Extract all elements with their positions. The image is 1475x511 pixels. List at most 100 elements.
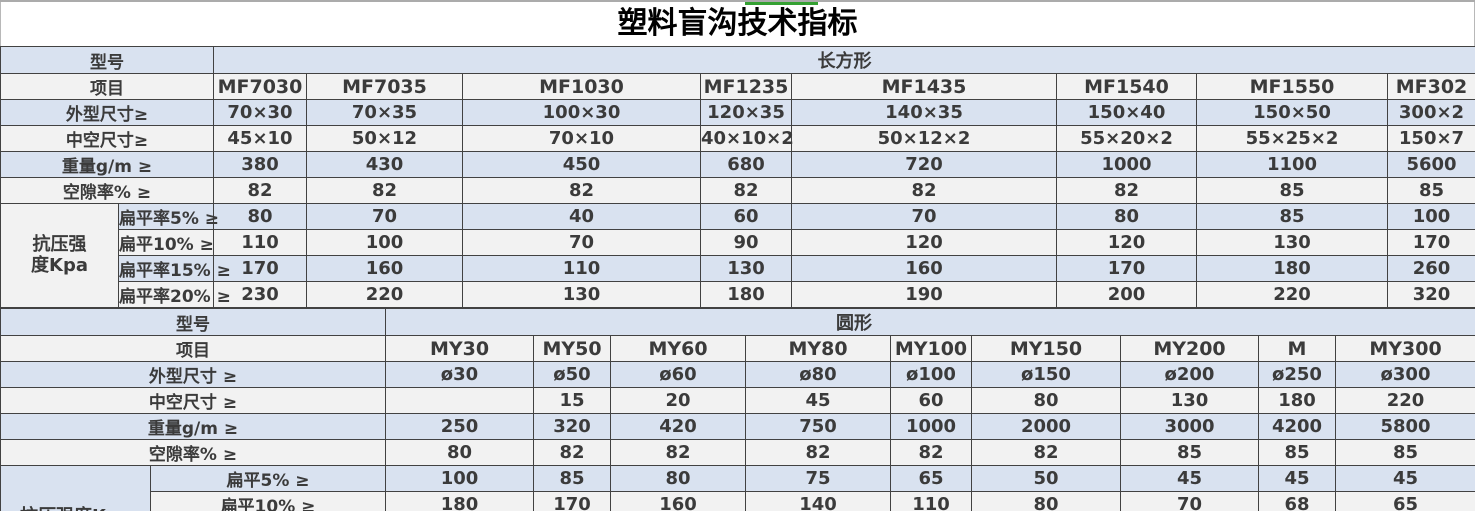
value-cell: 85	[1120, 439, 1259, 466]
table-row: 空隙率% ≥80 82 82 82 82 82 85 85 85	[0, 439, 1475, 466]
value-cell: 40	[462, 203, 701, 230]
value-cell: 82	[745, 439, 891, 466]
value-cell: 130	[700, 255, 792, 282]
value-cell: 45	[745, 387, 891, 414]
value-cell: 150×50	[1196, 99, 1388, 126]
value-cell: 82	[1056, 177, 1197, 204]
value-cell: 320	[1387, 281, 1475, 308]
value-cell: 140	[745, 491, 891, 511]
value-cell: 110	[213, 229, 307, 256]
selection-green-mark	[745, 2, 818, 5]
round-col-header: MY100	[890, 335, 972, 362]
row-label: 空隙率% ≥	[0, 439, 386, 466]
value-cell: 82	[700, 177, 792, 204]
value-cell: 82	[462, 177, 701, 204]
value-cell: 50×12	[306, 125, 463, 152]
value-cell: 82	[213, 177, 307, 204]
flatten-rate-label: 扁平率20% ≥	[118, 281, 231, 308]
value-cell: 85	[1258, 439, 1336, 466]
table-row: 扁平率20% ≥230 220 130 180 190 200 220 320	[1, 281, 1475, 308]
rect-col-header: MF1235	[700, 73, 792, 100]
round-shape-label: 圆形	[384, 308, 1475, 336]
value-cell: 90	[700, 229, 792, 256]
value-cell: 420	[610, 413, 746, 440]
table-row: 抗压强 度Kpa 扁平率5% ≥80 70 40 60 70 80 85 100	[0, 203, 1475, 308]
value-cell: 82	[971, 439, 1121, 466]
round-model-row: 型号 圆形	[0, 308, 1475, 336]
value-cell: 80	[971, 387, 1121, 414]
round-model-label: 型号	[0, 308, 386, 336]
value-cell: 180	[1258, 387, 1336, 414]
value-cell: 80	[213, 203, 307, 230]
value-cell: 70	[306, 203, 463, 230]
rect-strength-label: 抗压强 度Kpa	[0, 203, 119, 308]
value-cell: 82	[791, 177, 1057, 204]
rect-shape-label: 长方形	[213, 46, 1475, 74]
row-label: 重量g/m ≥	[0, 413, 386, 440]
value-cell: 170	[533, 491, 611, 511]
value-cell: 170	[1056, 255, 1197, 282]
table-row: 外型尺寸≥ 70×30 70×35 100×30 120×35 140×35 150×40 1…	[0, 99, 1475, 126]
value-cell: 65	[1334, 491, 1475, 511]
value-cell: 120×35	[700, 99, 792, 126]
value-cell: 45	[1334, 465, 1475, 492]
value-cell	[385, 387, 534, 414]
rect-col-header: MF7035	[306, 73, 463, 100]
value-cell: 220	[306, 281, 463, 308]
rect-section-table: 型号 长方形 项目 MF7030 MF7035 MF1030 MF1235 MF…	[0, 46, 1475, 308]
value-cell: 60	[890, 387, 972, 414]
value-cell: 80	[1056, 203, 1197, 230]
table-row: 扁平10% ≥110 100 70 90 120 120 130 170	[1, 229, 1475, 256]
value-cell: 70×10	[462, 125, 701, 152]
table-row: 外型尺寸 ≥ ø30 ø50 ø60 ø80 ø100 ø150 ø200 ø250 ø300	[0, 361, 1475, 388]
value-cell: 80	[971, 491, 1121, 511]
value-cell: 160	[610, 491, 746, 511]
value-cell: 160	[306, 255, 463, 282]
table-row: 中空尺寸 ≥ 15 20 45 60 80 130 180 220	[0, 387, 1475, 414]
value-cell: 55×25×2	[1196, 125, 1388, 152]
value-cell: 100	[306, 229, 463, 256]
value-cell: 60	[700, 203, 792, 230]
flatten-rate-label: 扁平率5% ≥	[118, 203, 219, 230]
flatten-rate-label: 扁平5% ≥	[150, 465, 386, 492]
value-cell: 80	[610, 465, 746, 492]
table-row: 扁平率15% ≥170 160 110 130 160 170 180 260	[1, 255, 1475, 282]
rect-header-row: 项目 MF7030 MF7035 MF1030 MF1235 MF1435 MF…	[0, 73, 1475, 100]
value-cell: 180	[1196, 255, 1388, 282]
value-cell: 1100	[1196, 151, 1388, 178]
value-cell: 45	[1120, 465, 1259, 492]
table-row: 重量g/m ≥380 430 450 680 720 1000 1100 5600	[0, 151, 1475, 178]
rect-col-header: MF7030	[213, 73, 307, 100]
value-cell: 82	[610, 439, 746, 466]
value-cell: 5600	[1387, 151, 1475, 178]
value-cell: 75	[745, 465, 891, 492]
value-cell: 45×10	[213, 125, 307, 152]
value-cell: 80	[385, 439, 534, 466]
value-cell: 1000	[1056, 151, 1197, 178]
table-row: 中空尺寸≥ 45×10 50×12 70×10 40×10×2 50×12×2 55×20×…	[0, 125, 1475, 152]
value-cell: ø60	[610, 361, 746, 388]
round-col-header: M	[1258, 335, 1336, 362]
value-cell: 120	[1056, 229, 1197, 256]
value-cell: 380	[213, 151, 307, 178]
rect-col-header: MF302	[1387, 73, 1475, 100]
value-cell: 82	[306, 177, 463, 204]
value-cell: 130	[1120, 387, 1259, 414]
value-cell: 70	[791, 203, 1057, 230]
value-cell: 1000	[890, 413, 972, 440]
value-cell: 70	[462, 229, 701, 256]
row-label: 中空尺寸 ≥	[0, 387, 386, 414]
value-cell: 260	[1387, 255, 1475, 282]
value-cell: 170	[213, 255, 307, 282]
value-cell: 450	[462, 151, 701, 178]
value-cell: 150×7	[1387, 125, 1475, 152]
row-label: 重量g/m ≥	[0, 151, 214, 178]
row-label: 空隙率% ≥	[0, 177, 214, 204]
value-cell: 140×35	[791, 99, 1057, 126]
round-col-header: MY80	[745, 335, 891, 362]
value-cell: 85	[1196, 177, 1388, 204]
rect-item-label: 项目	[0, 73, 214, 100]
rect-col-header: MF1435	[791, 73, 1057, 100]
row-label: 外型尺寸 ≥	[0, 361, 386, 388]
